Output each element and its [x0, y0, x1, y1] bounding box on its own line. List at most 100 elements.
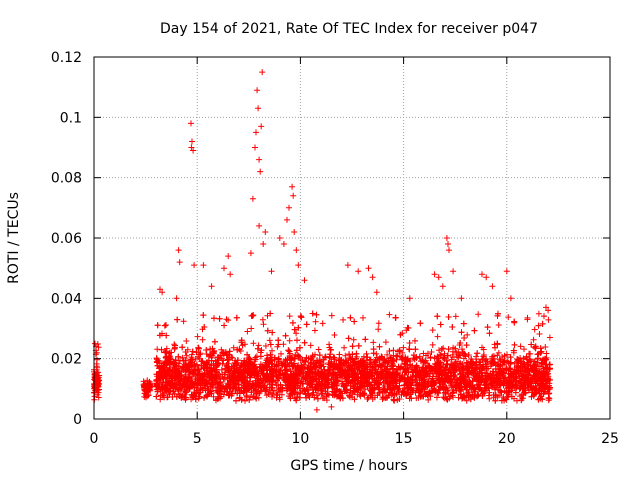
data-point	[412, 337, 418, 344]
data-point	[345, 335, 352, 342]
data-point	[543, 350, 550, 357]
data-point	[328, 312, 335, 319]
data-point	[392, 314, 399, 321]
data-point	[535, 310, 542, 317]
data-point	[157, 396, 164, 403]
data-point	[197, 350, 204, 357]
data-point	[341, 344, 348, 351]
data-point	[319, 320, 326, 327]
data-point	[254, 345, 261, 352]
data-point	[495, 349, 502, 356]
data-point	[546, 395, 553, 402]
data-point	[375, 326, 382, 333]
data-point	[180, 318, 187, 325]
data-point	[463, 397, 470, 404]
data-point	[179, 344, 186, 351]
data-point	[536, 331, 543, 337]
data-point	[430, 370, 437, 377]
data-point	[311, 327, 318, 334]
data-point	[452, 313, 459, 320]
data-point	[351, 318, 358, 325]
data-point	[542, 344, 549, 350]
data-point	[425, 396, 432, 403]
chart-title: Day 154 of 2021, Rate Of TEC Index for r…	[160, 21, 538, 37]
data-point	[289, 319, 296, 326]
data-point	[531, 326, 538, 333]
data-point	[545, 316, 552, 323]
data-point	[259, 316, 266, 323]
data-point	[269, 347, 275, 354]
data-point	[230, 344, 237, 351]
data-point	[517, 343, 524, 350]
data-point	[455, 348, 462, 355]
data-point	[340, 316, 347, 323]
data-point	[362, 336, 369, 343]
data-point	[194, 333, 201, 340]
data-point	[474, 350, 481, 357]
data-point	[495, 322, 502, 328]
data-point	[437, 321, 444, 328]
data-point	[412, 346, 419, 353]
data-point	[513, 374, 520, 381]
data-point	[161, 322, 168, 329]
data-point	[460, 320, 467, 327]
data-point	[349, 343, 356, 350]
data-point	[436, 347, 442, 354]
data-point	[174, 316, 181, 323]
data-point	[269, 393, 275, 400]
data-point	[262, 343, 269, 349]
data-point	[183, 352, 190, 359]
data-point	[95, 394, 102, 401]
data-point	[179, 354, 186, 361]
data-point	[307, 342, 314, 349]
data-point	[375, 320, 382, 327]
data-point	[406, 340, 413, 346]
data-point	[520, 355, 527, 362]
data-point	[505, 314, 512, 321]
data-point	[386, 311, 393, 318]
data-point	[434, 333, 441, 340]
data-point	[286, 313, 293, 320]
data-point	[331, 332, 338, 338]
data-point	[257, 361, 264, 368]
data-point	[370, 350, 377, 357]
data-point	[142, 390, 148, 397]
data-point	[475, 311, 482, 318]
data-point	[531, 344, 538, 351]
data-point	[252, 354, 259, 361]
data-point	[163, 345, 170, 352]
data-point	[309, 310, 316, 317]
data-point	[249, 394, 256, 401]
data-point	[294, 391, 301, 397]
data-point	[308, 354, 315, 361]
data-point	[147, 386, 154, 393]
data-point	[94, 391, 101, 398]
data-point	[449, 324, 456, 330]
data-point	[434, 313, 441, 320]
data-point	[486, 330, 493, 337]
data-point	[400, 344, 407, 351]
data-point	[315, 346, 322, 353]
data-point	[479, 344, 485, 351]
data-point	[459, 346, 465, 353]
data-point	[248, 325, 255, 332]
data-point	[363, 350, 370, 357]
data-point	[429, 341, 436, 348]
data-point	[163, 322, 169, 328]
data-point	[94, 380, 101, 387]
data-point	[535, 356, 541, 362]
data-point	[140, 381, 147, 388]
data-point	[203, 347, 210, 353]
data-point	[313, 311, 320, 318]
data-point	[153, 393, 160, 400]
data-point	[390, 347, 397, 354]
data-point	[301, 339, 308, 346]
data-point	[350, 336, 357, 343]
data-point	[486, 389, 493, 396]
data-point	[314, 395, 321, 402]
data-point	[342, 352, 349, 359]
data-point	[464, 331, 471, 338]
data-point	[92, 374, 98, 381]
data-point	[364, 396, 371, 402]
